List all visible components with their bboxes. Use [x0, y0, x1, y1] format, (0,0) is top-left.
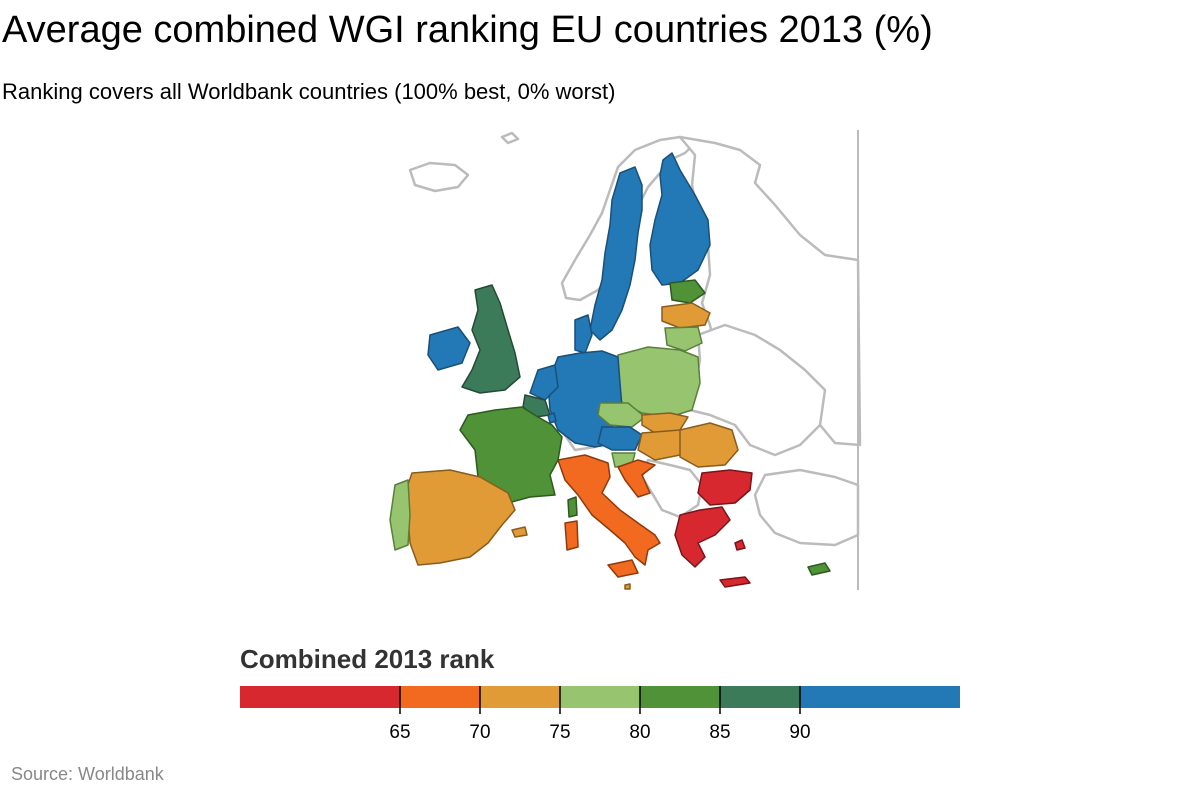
- legend-tick-label: 80: [629, 722, 650, 743]
- country-latvia[interactable]: [661, 302, 711, 329]
- country-luxembourg[interactable]: [547, 412, 557, 424]
- country-cyprus[interactable]: [807, 562, 831, 576]
- island-aegean[interactable]: [734, 539, 746, 551]
- color-legend: 65 70 75 80 85 90: [240, 686, 960, 743]
- country-estonia[interactable]: [669, 279, 706, 304]
- country-turkey: [753, 468, 860, 547]
- legend-bin: [560, 686, 640, 708]
- country-iceland: [408, 161, 470, 193]
- country-malta[interactable]: [624, 583, 631, 590]
- europe-map: [389, 130, 862, 590]
- island-north: [500, 131, 520, 145]
- legend-ticks: 65 70 75 80 85 90: [389, 686, 811, 743]
- legend-bin: [720, 686, 800, 708]
- island-corsica[interactable]: [567, 496, 578, 518]
- legend-bin: [640, 686, 720, 708]
- country-austria[interactable]: [597, 426, 643, 451]
- country-france[interactable]: [459, 406, 563, 504]
- country-united-kingdom[interactable]: [461, 284, 521, 394]
- country-romania[interactable]: [679, 422, 739, 468]
- island-balearic[interactable]: [511, 526, 528, 538]
- country-netherlands[interactable]: [529, 364, 559, 401]
- country-bulgaria[interactable]: [697, 469, 753, 506]
- country-czech-republic[interactable]: [597, 402, 646, 428]
- island-sardinia[interactable]: [564, 520, 579, 551]
- legend-tick-label: 75: [549, 722, 570, 743]
- legend-tick-label: 90: [789, 722, 810, 743]
- legend-bin: [240, 686, 400, 708]
- island-sicily[interactable]: [607, 559, 639, 578]
- chart-title: Average combined WGI ranking EU countrie…: [2, 9, 933, 51]
- legend-bin: [480, 686, 560, 708]
- country-portugal[interactable]: [389, 479, 411, 551]
- source-note: Source: Worldbank: [11, 764, 164, 784]
- island-crete[interactable]: [719, 576, 751, 588]
- legend-bin: [400, 686, 480, 708]
- chart-subtitle: Ranking covers all Worldbank countries (…: [2, 79, 616, 104]
- legend-bins: [240, 686, 960, 708]
- legend-tick-label: 85: [709, 722, 730, 743]
- country-sweden[interactable]: [589, 166, 643, 341]
- country-lithuania[interactable]: [664, 326, 703, 352]
- legend-bin: [800, 686, 960, 708]
- eu-countries: [389, 152, 831, 590]
- country-denmark[interactable]: [574, 314, 593, 354]
- country-ireland[interactable]: [427, 326, 471, 371]
- legend-title: Combined 2013 rank: [240, 644, 495, 674]
- country-greece[interactable]: [674, 506, 731, 568]
- legend-tick-label: 70: [469, 722, 490, 743]
- country-croatia[interactable]: [617, 459, 656, 498]
- country-italy[interactable]: [557, 454, 661, 566]
- legend-tick-label: 65: [389, 722, 410, 743]
